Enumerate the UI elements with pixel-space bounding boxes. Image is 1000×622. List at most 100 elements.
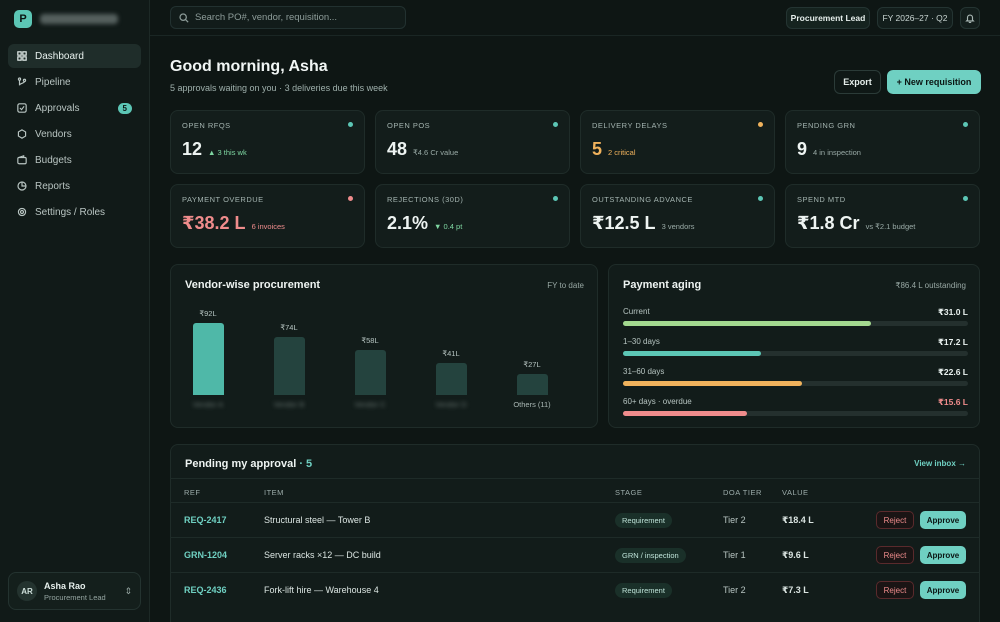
sidebar-item-label: Pipeline — [35, 76, 71, 88]
kpi-status-dot — [553, 122, 558, 127]
aging-label: 60+ days · overdue — [623, 397, 692, 406]
col-header-doa-tier: DOA TIER — [723, 488, 762, 497]
reject-button[interactable]: Reject — [876, 546, 914, 564]
approve-button[interactable]: Approve — [920, 581, 966, 599]
approvals-count: · 5 — [299, 458, 313, 470]
vendor-panel-meta: FY to date — [547, 281, 584, 290]
sidebar-item-approvals[interactable]: Approvals 5 — [8, 96, 141, 120]
kpi-status-dot — [553, 196, 558, 201]
bar[interactable] — [274, 337, 305, 395]
sidebar-item-dashboard[interactable]: Dashboard — [8, 44, 141, 68]
kpi-card[interactable]: PENDING GRN 9 4 in inspection — [785, 110, 980, 174]
kpi-subtext: 4 in inspection — [813, 148, 861, 157]
aging-label: 1–30 days — [623, 337, 660, 346]
aging-fill — [623, 351, 761, 356]
kpi-value: ₹38.2 L — [182, 213, 246, 233]
kpi-value: ₹1.8 Cr — [797, 213, 860, 233]
stage-badge: Requirement — [615, 583, 672, 598]
brand-logo: P — [14, 10, 32, 28]
kpi-card[interactable]: PAYMENT OVERDUE ₹38.2 L 6 invoices — [170, 184, 365, 248]
sidebar-item-vendors[interactable]: Vendors — [8, 122, 141, 146]
bar-category-label: Others (11) — [513, 400, 551, 409]
search-input[interactable] — [195, 12, 395, 23]
bar-value-label: ₹58L — [361, 336, 379, 345]
kpi-card[interactable]: REJECTIONS (30D) 2.1% ▼ 0.4 pt — [375, 184, 570, 248]
aging-panel-meta: ₹86.4 L outstanding — [895, 281, 966, 290]
aging-fill — [623, 381, 803, 386]
sidebar-item-pipeline[interactable]: Pipeline — [8, 70, 141, 94]
user-role: Procurement Lead — [44, 592, 106, 602]
kpi-label: OUTSTANDING ADVANCE — [592, 195, 693, 204]
bar[interactable] — [355, 350, 386, 395]
kpi-subtext: vs ₹2.1 budget — [865, 222, 916, 231]
approve-button[interactable]: Approve — [920, 546, 966, 564]
aging-track — [623, 321, 968, 326]
kpi-subtext: ₹4.6 Cr value — [413, 148, 459, 157]
aging-label: 31–60 days — [623, 367, 665, 376]
row-item: Fork-lift hire — Warehouse 4 — [264, 585, 379, 595]
export-button[interactable]: Export — [834, 70, 881, 94]
kpi-card[interactable]: SPEND MTD ₹1.8 Cr vs ₹2.1 budget — [785, 184, 980, 248]
kpi-label: PENDING GRN — [797, 121, 856, 130]
kpi-value: 48 — [387, 139, 408, 159]
reject-button[interactable]: Reject — [876, 581, 914, 599]
approve-button[interactable]: Approve — [920, 511, 966, 529]
aging-value: ₹31.0 L — [937, 307, 968, 317]
bell-icon — [965, 14, 975, 23]
kpi-label: PAYMENT OVERDUE — [182, 195, 264, 204]
row-divider — [170, 537, 980, 538]
kpi-status-dot — [758, 196, 763, 201]
new-requisition-button[interactable]: + New requisition — [887, 70, 981, 94]
aging-track — [623, 381, 968, 386]
bar-value-label: ₹92L — [199, 309, 217, 318]
sidebar-item-budgets[interactable]: Budgets — [8, 148, 141, 172]
sidebar-item-label: Vendors — [35, 128, 72, 140]
notifications-button[interactable] — [960, 7, 980, 29]
kpi-card[interactable]: OPEN RFQS 12 ▲ 3 this wk — [170, 110, 365, 174]
kpi-value: 12 — [182, 139, 203, 159]
avatar: AR — [17, 581, 37, 601]
bar[interactable] — [517, 374, 548, 395]
hexagon-icon — [17, 129, 27, 139]
kpi-card[interactable]: DELIVERY DELAYS 5 2 critical — [580, 110, 775, 174]
kpi-label: REJECTIONS (30D) — [387, 195, 464, 204]
bar[interactable] — [193, 323, 224, 395]
kpi-row: ₹38.2 L 6 invoices — [182, 213, 285, 234]
sidebar-item-settings-roles[interactable]: Settings / Roles — [8, 200, 141, 224]
row-ref-link[interactable]: REQ-2436 — [184, 585, 227, 595]
aging-fill — [623, 321, 872, 326]
brand[interactable]: P — [14, 10, 118, 28]
row-ref-link[interactable]: GRN-1204 — [184, 550, 228, 560]
row-ref-link[interactable]: REQ-2417 — [184, 515, 227, 525]
kpi-row: 12 ▲ 3 this wk — [182, 139, 247, 160]
user-info: Asha Rao Procurement Lead — [44, 581, 117, 602]
grid-icon — [17, 51, 27, 61]
approvals-badge: 5 — [117, 102, 132, 114]
fiscal-period-select[interactable]: FY 2026–27 · Q2 — [877, 7, 953, 29]
reject-button[interactable]: Reject — [876, 511, 914, 529]
bar-category-label: Vendor C — [354, 400, 386, 409]
row-doa-tier: Tier 2 — [723, 585, 746, 595]
sidebar-item-reports[interactable]: Reports — [8, 174, 141, 198]
pending-approval-panel: Pending my approval · 5 View inbox → — [170, 444, 980, 622]
bar[interactable] — [436, 363, 467, 395]
role-pill[interactable]: Procurement Lead — [786, 7, 870, 29]
user-switcher[interactable]: AR Asha Rao Procurement Lead ⇕ — [8, 572, 141, 610]
aging-track — [623, 411, 968, 416]
stage-badge: Requirement — [615, 513, 672, 528]
bar-value-label: ₹74L — [280, 323, 298, 332]
row-value: ₹7.3 L — [782, 585, 809, 595]
kpi-subtext: 2 critical — [608, 148, 636, 157]
col-header-value: VALUE — [782, 488, 809, 497]
kpi-card[interactable]: OPEN POS 48 ₹4.6 Cr value — [375, 110, 570, 174]
kpi-subtext: ▲ 3 this wk — [208, 148, 247, 157]
sidebar-item-label: Reports — [35, 180, 71, 192]
search-box[interactable] — [170, 6, 406, 29]
kpi-label: OPEN POS — [387, 121, 431, 130]
row-value: ₹9.6 L — [782, 550, 809, 560]
payment-aging-panel: Payment aging ₹86.4 L outstanding Curren… — [608, 264, 980, 428]
view-inbox-link[interactable]: View inbox → — [914, 459, 966, 468]
kpi-row: 48 ₹4.6 Cr value — [387, 139, 458, 160]
table-divider — [170, 478, 980, 479]
kpi-card[interactable]: OUTSTANDING ADVANCE ₹12.5 L 3 vendors — [580, 184, 775, 248]
